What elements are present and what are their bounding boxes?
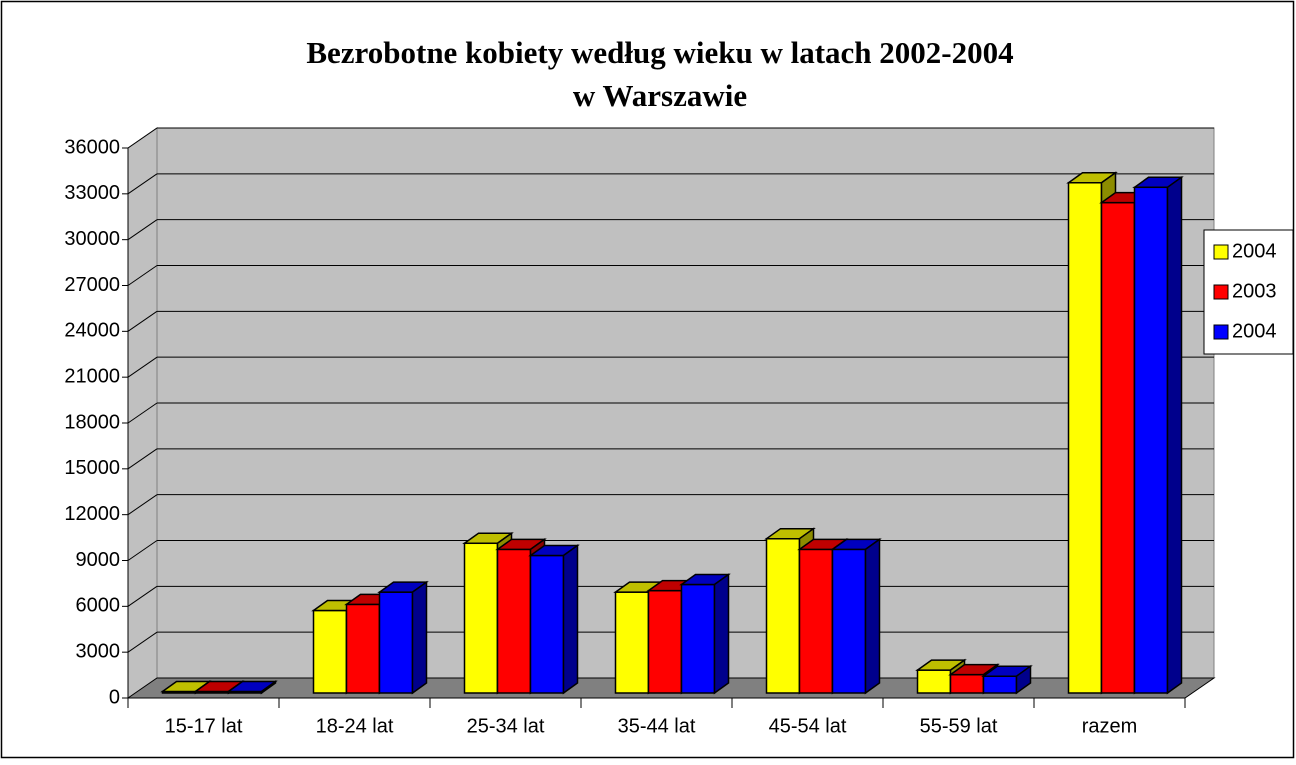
x-tick-label: 35-44 lat [618,715,696,737]
bar-side [713,573,730,695]
grid-line [127,127,158,149]
grid-line [127,540,158,561]
legend-label: 2004 [1232,240,1277,262]
bar-front [1067,181,1103,694]
bar-front [614,591,650,694]
legend-swatch [1213,284,1229,300]
y-tick-label: 3000 [76,640,121,662]
chart-subtitle: w Warszawie [573,78,747,113]
bar-front [798,548,834,694]
bar-front [982,675,1018,694]
bar-front [831,548,867,694]
y-tick-label: 21000 [64,365,120,387]
y-tick-label: 18000 [64,411,120,433]
chart-title: Bezrobotne kobiety według wieku w latach… [306,35,1013,70]
grid-line [127,219,158,241]
grid-line [127,448,158,470]
grid-line [127,310,158,332]
y-tick-label: 27000 [64,274,120,296]
bar-side [260,680,277,695]
bar-side [411,580,428,695]
y-tick-label: 30000 [64,228,120,250]
bar-front [680,583,716,694]
grid-line [127,356,158,378]
bar-front [345,603,381,694]
y-tick-label: 24000 [64,320,120,342]
bar-front [463,542,499,694]
x-tick-label: 25-34 lat [467,715,545,737]
legend-swatch [1213,324,1229,340]
bar-front [496,548,532,694]
legend-label: 2004 [1232,320,1277,342]
bar-front [378,591,414,694]
y-tick-label: 6000 [76,595,121,617]
x-tick-label: 15-17 lat [165,715,243,737]
grid-line [127,265,158,286]
y-tick-label: 0 [109,686,120,708]
x-tick-label: razem [1082,715,1138,737]
x-tick-label: 45-54 lat [769,715,847,737]
y-tick-label: 33000 [64,182,120,204]
x-tick-label: 55-59 lat [920,715,998,737]
grid-line [127,631,158,653]
y-tick-label: 15000 [64,457,120,479]
x-tick-label: 18-24 lat [316,715,394,737]
bar-front [765,537,801,694]
bar-side [1166,175,1183,695]
y-tick-label: 12000 [64,503,120,525]
y-tick-label: 9000 [76,549,121,571]
bar-front [916,669,952,694]
bar-side [1015,664,1032,695]
bar-front [312,609,348,694]
bar-front [949,673,985,694]
grid-line [127,173,158,195]
bar-front [647,589,683,694]
legend-swatch [1213,244,1229,260]
grid-line [127,494,158,516]
bar-front [1133,186,1169,694]
legend-label: 2003 [1232,280,1277,302]
bar-front [1100,201,1136,694]
bar-side [562,544,579,695]
bar-front [529,554,565,694]
grid-line [127,402,158,424]
grid-line [127,585,158,607]
y-tick-label: 36000 [64,136,120,158]
bar-side [864,537,881,695]
